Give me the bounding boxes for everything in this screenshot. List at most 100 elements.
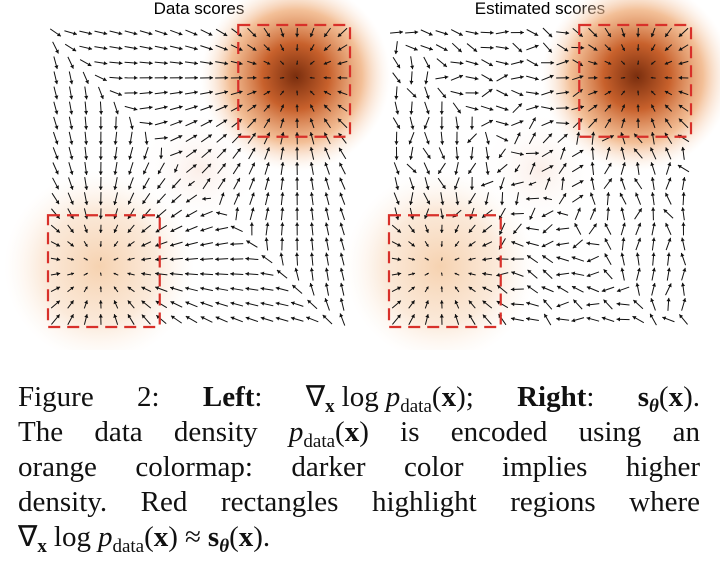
- caption-line: The data density pdata(x) is encoded usi…: [18, 415, 700, 459]
- arrow-head: [266, 33, 270, 38]
- arrow-head: [424, 80, 429, 85]
- arrow-head: [276, 270, 281, 274]
- arrow-head: [468, 169, 473, 174]
- arrow-head: [444, 31, 449, 36]
- density: [541, 0, 720, 172]
- arrow-head: [235, 207, 240, 211]
- arrow-head: [550, 106, 554, 111]
- arrow-head: [490, 30, 494, 35]
- arrow-head: [590, 146, 595, 151]
- arrow-head: [149, 60, 153, 66]
- arrow-head: [529, 215, 534, 220]
- arrow-head: [279, 252, 284, 257]
- arrow-head: [267, 76, 271, 80]
- arrow-head: [519, 75, 524, 80]
- arrow-head: [410, 185, 415, 190]
- arrow-head: [681, 222, 686, 226]
- arrow-head: [410, 65, 415, 70]
- text: (: [658, 381, 669, 413]
- arrow-head: [549, 74, 554, 79]
- caption-line: ∇x log pdata(x) ≈ sθ(x).: [18, 520, 700, 564]
- arrow-head: [678, 90, 683, 95]
- arrow-head: [651, 90, 654, 94]
- arrow-head: [586, 241, 591, 246]
- arrow-head: [339, 222, 344, 227]
- arrow-head: [632, 316, 637, 320]
- arrow-head: [441, 184, 446, 189]
- arrow-head: [266, 91, 271, 95]
- text: ): [168, 521, 178, 553]
- arrow-head: [84, 229, 88, 233]
- arrow-head: [266, 118, 270, 123]
- arrow-head: [623, 76, 626, 79]
- arrow-head: [84, 156, 89, 160]
- arrow-head: [586, 302, 591, 307]
- arrow-head: [504, 92, 509, 97]
- arrow-head: [397, 271, 402, 276]
- arrow-head: [606, 147, 611, 151]
- arrow-head: [681, 146, 686, 151]
- arrow-head: [55, 228, 60, 233]
- arrow-head: [193, 46, 198, 51]
- arrow-head: [396, 314, 401, 319]
- arrow-head: [680, 237, 685, 242]
- arrow-head: [534, 62, 539, 67]
- arrow-head: [526, 301, 531, 306]
- arrow-head: [650, 298, 655, 303]
- arrow-head: [454, 228, 459, 233]
- arrow-head: [565, 121, 570, 126]
- arrow-head: [441, 259, 443, 261]
- arrow-head: [550, 60, 555, 65]
- arrow-head: [616, 317, 621, 322]
- arrow-head: [216, 211, 221, 216]
- text: ∇: [305, 381, 326, 413]
- arrow-head: [70, 314, 74, 319]
- arrow-head: [482, 242, 487, 247]
- arrow-head: [133, 46, 138, 51]
- arrow-head: [410, 125, 415, 130]
- arrow-head: [85, 79, 89, 84]
- arrow-head: [309, 162, 314, 166]
- arrow-head: [468, 286, 473, 291]
- arrow-head: [83, 126, 89, 130]
- arrow-head: [412, 272, 415, 276]
- text: log: [341, 381, 379, 413]
- arrow-head: [565, 105, 570, 111]
- arrow-head: [134, 90, 138, 95]
- arrow-head: [556, 256, 561, 261]
- arrow-head: [171, 184, 176, 189]
- arrow-head: [170, 242, 174, 247]
- arrow-head: [637, 237, 642, 242]
- arrow-head: [324, 32, 328, 37]
- arrow-head: [282, 76, 285, 79]
- arrow-head: [260, 301, 265, 306]
- arrow-head: [156, 214, 161, 218]
- arrow-head: [488, 119, 493, 124]
- arrow-head: [475, 90, 479, 96]
- arrow-head: [275, 301, 280, 306]
- arrow-head: [337, 90, 342, 95]
- arrow-head: [339, 177, 344, 182]
- arrow-head: [113, 201, 118, 205]
- arrow-head: [220, 192, 225, 197]
- arrow-head: [396, 300, 401, 305]
- text: x: [441, 381, 457, 413]
- arrow-head: [337, 61, 342, 66]
- arrow-head: [564, 59, 569, 64]
- arrow-head: [236, 192, 240, 197]
- arrow-head: [55, 49, 59, 54]
- arrow-head: [215, 257, 219, 262]
- arrow-head: [200, 286, 204, 291]
- arrow-head: [88, 46, 93, 51]
- arrow-head: [650, 33, 655, 38]
- arrow-head: [127, 286, 132, 291]
- arrow-head: [504, 61, 509, 66]
- arrow-head: [428, 46, 433, 51]
- arrow-head: [207, 163, 212, 168]
- arrow-head: [221, 178, 226, 183]
- arrow-head: [409, 155, 414, 160]
- arrow-head: [103, 31, 108, 36]
- arrow-head: [144, 141, 149, 145]
- arrow-head: [678, 46, 683, 51]
- arrow-head: [579, 180, 584, 184]
